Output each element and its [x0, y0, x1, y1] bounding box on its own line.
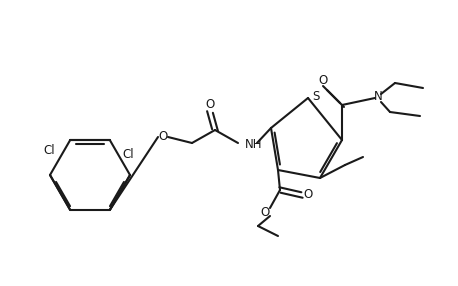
Text: O: O: [303, 188, 313, 202]
Text: O: O: [205, 98, 215, 110]
Text: N: N: [374, 90, 382, 102]
Text: O: O: [261, 206, 270, 219]
Text: NH: NH: [245, 138, 262, 152]
Text: Cl: Cl: [122, 148, 134, 161]
Text: Cl: Cl: [44, 144, 55, 157]
Text: O: O: [318, 74, 327, 86]
Text: S: S: [312, 90, 319, 102]
Text: O: O: [158, 130, 168, 144]
